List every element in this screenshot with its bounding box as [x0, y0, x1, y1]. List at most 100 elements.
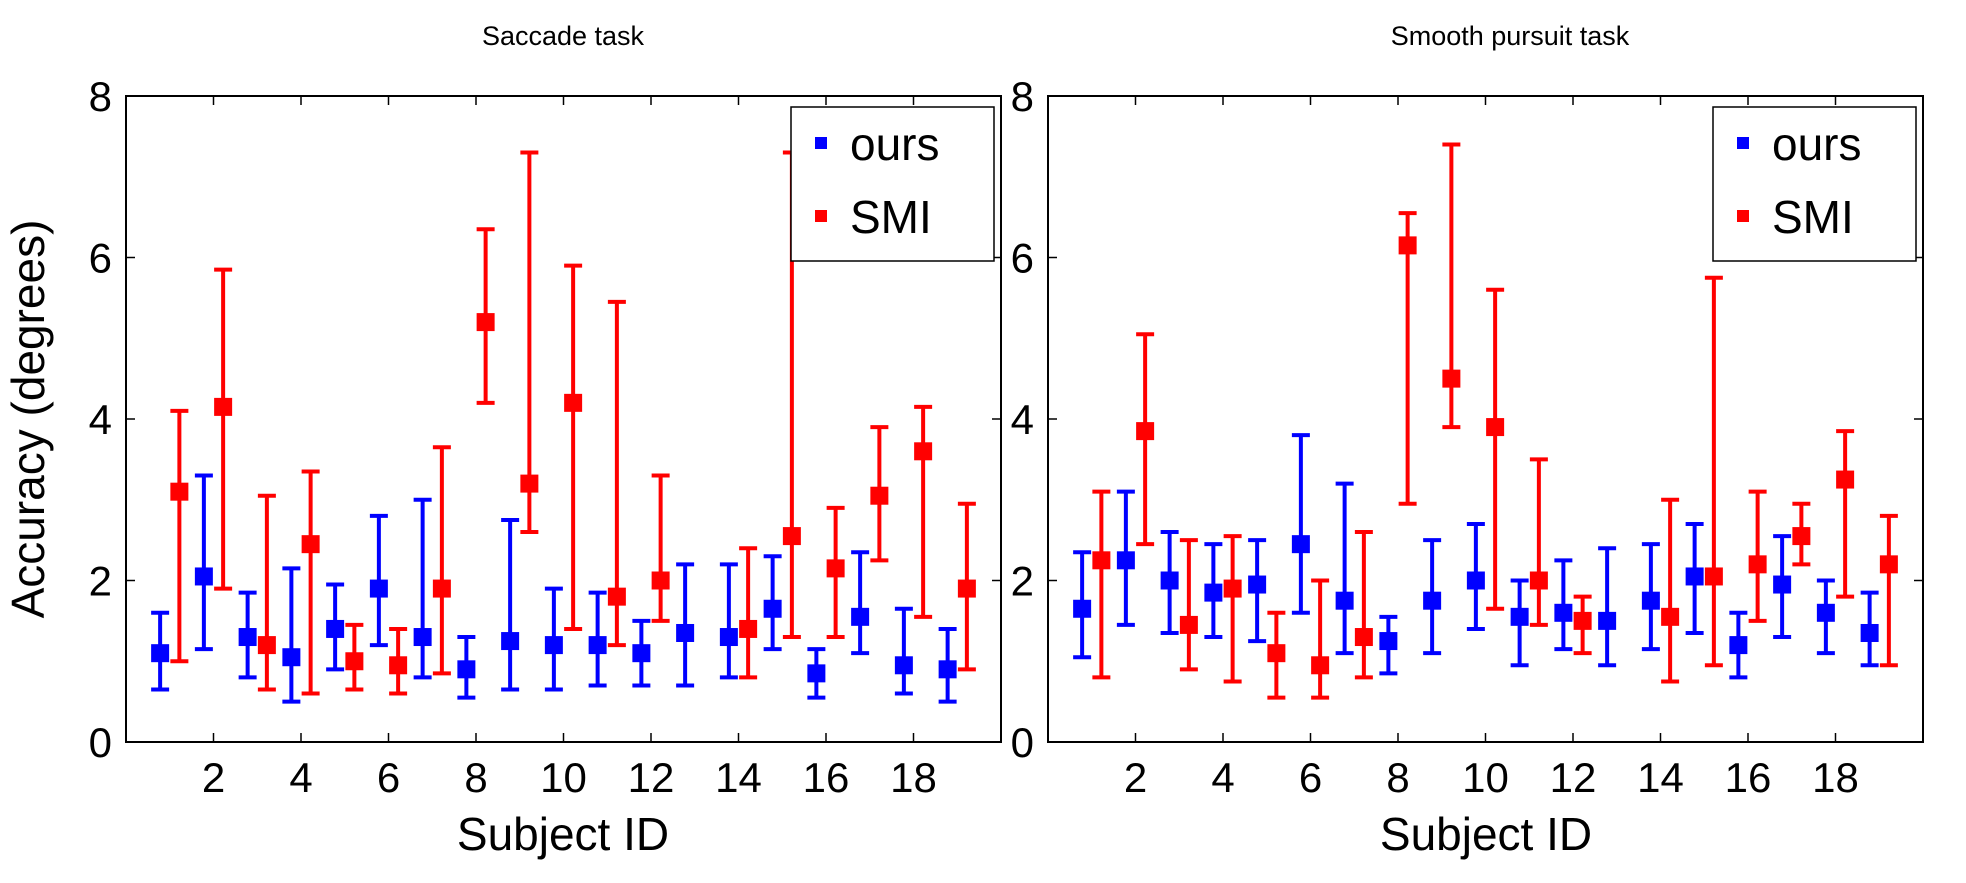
data-point — [1179, 615, 1198, 634]
data-point — [301, 535, 320, 554]
data-point — [607, 587, 626, 606]
data-point — [851, 607, 870, 626]
data-point — [544, 636, 563, 655]
chart-title: Smooth pursuit task — [1391, 21, 1630, 51]
data-point — [564, 393, 583, 412]
x-tick-label: 6 — [377, 754, 400, 801]
x-tick-label: 2 — [1124, 754, 1147, 801]
series-ours — [151, 473, 957, 704]
saccade-chart: Saccade task 0 2 4 6 8 2 4 6 8 10 12 14 16 18 ours SM… — [2, 21, 1002, 860]
data-point — [389, 656, 408, 675]
data-point — [326, 619, 345, 638]
data-marks — [151, 150, 976, 704]
x-tick-label: 8 — [1386, 754, 1409, 801]
y-tick-label: 8 — [89, 73, 112, 120]
data-point — [1204, 583, 1223, 602]
data-point — [870, 486, 889, 505]
data-point — [345, 652, 364, 671]
data-point — [1598, 611, 1617, 630]
data-point — [1685, 567, 1704, 586]
legend-marker-ours — [1737, 137, 1749, 149]
legend: ours SMI — [1712, 106, 1917, 262]
data-point — [1379, 632, 1398, 651]
y-tick-label: 0 — [1011, 719, 1034, 766]
data-point — [457, 660, 476, 679]
data-point — [1529, 571, 1548, 590]
y-tick-label: 6 — [89, 235, 112, 282]
x-tick-label: 4 — [289, 754, 312, 801]
y-tick-label: 2 — [1011, 558, 1034, 605]
data-point — [1291, 535, 1310, 554]
data-point — [1267, 644, 1286, 663]
data-point — [1573, 611, 1592, 630]
data-point — [1836, 470, 1855, 489]
data-point — [1554, 603, 1573, 622]
x-tick-label: 10 — [540, 754, 587, 801]
data-point — [632, 644, 651, 663]
data-point — [676, 623, 695, 642]
data-point — [1423, 591, 1442, 610]
data-point — [1510, 607, 1529, 626]
legend-label-smi: SMI — [1772, 191, 1854, 243]
legend-marker-smi — [1737, 210, 1749, 222]
data-point — [1816, 603, 1835, 622]
x-tick-label: 4 — [1211, 754, 1234, 801]
data-point — [763, 599, 782, 618]
legend-box — [790, 106, 995, 262]
legend-label-smi: SMI — [850, 191, 932, 243]
data-marks — [1073, 142, 1898, 700]
data-point — [194, 567, 213, 586]
y-tick-label: 2 — [89, 558, 112, 605]
y-tick-label: 0 — [89, 719, 112, 766]
x-tick-label: 10 — [1462, 754, 1509, 801]
data-point — [1729, 636, 1748, 655]
x-tick-label: 16 — [1725, 754, 1772, 801]
x-tick-label: 16 — [803, 754, 850, 801]
data-point — [1223, 579, 1242, 598]
data-point — [826, 559, 845, 578]
data-point — [1116, 551, 1135, 570]
data-point — [1335, 591, 1354, 610]
data-point — [1879, 555, 1898, 574]
data-point — [1136, 422, 1155, 441]
data-point — [588, 636, 607, 655]
data-point — [151, 644, 170, 663]
data-point — [170, 482, 189, 501]
x-tick-label: 2 — [202, 754, 225, 801]
data-point — [894, 656, 913, 675]
data-point — [432, 579, 451, 598]
x-axis-label: Subject ID — [1380, 808, 1592, 860]
data-point — [501, 632, 520, 651]
data-point — [1704, 567, 1723, 586]
y-tick-label: 6 — [1011, 235, 1034, 282]
data-point — [651, 571, 670, 590]
data-point — [1160, 571, 1179, 590]
chart-title: Saccade task — [482, 21, 645, 51]
data-point — [1748, 555, 1767, 574]
data-point — [914, 442, 933, 461]
data-point — [938, 660, 957, 679]
data-point — [257, 636, 276, 655]
data-point — [1773, 575, 1792, 594]
data-point — [739, 619, 758, 638]
data-point — [1354, 628, 1373, 647]
data-point — [719, 628, 738, 647]
y-tick-label: 8 — [1011, 73, 1034, 120]
legend-marker-smi — [815, 210, 827, 222]
x-tick-label: 14 — [715, 754, 762, 801]
data-point — [369, 579, 388, 598]
y-axis-label: Accuracy (degrees) — [2, 220, 54, 619]
data-point — [1311, 656, 1330, 675]
x-tick-label: 8 — [464, 754, 487, 801]
data-point — [476, 313, 495, 332]
x-tick-label: 12 — [1550, 754, 1597, 801]
data-point — [1248, 575, 1267, 594]
data-point — [238, 628, 257, 647]
data-point — [214, 397, 233, 416]
legend-box — [1712, 106, 1917, 262]
axis-ticks: 0 2 4 6 8 2 4 6 8 10 12 14 16 18 — [89, 73, 1001, 801]
data-point — [1641, 591, 1660, 610]
data-point — [807, 664, 826, 683]
